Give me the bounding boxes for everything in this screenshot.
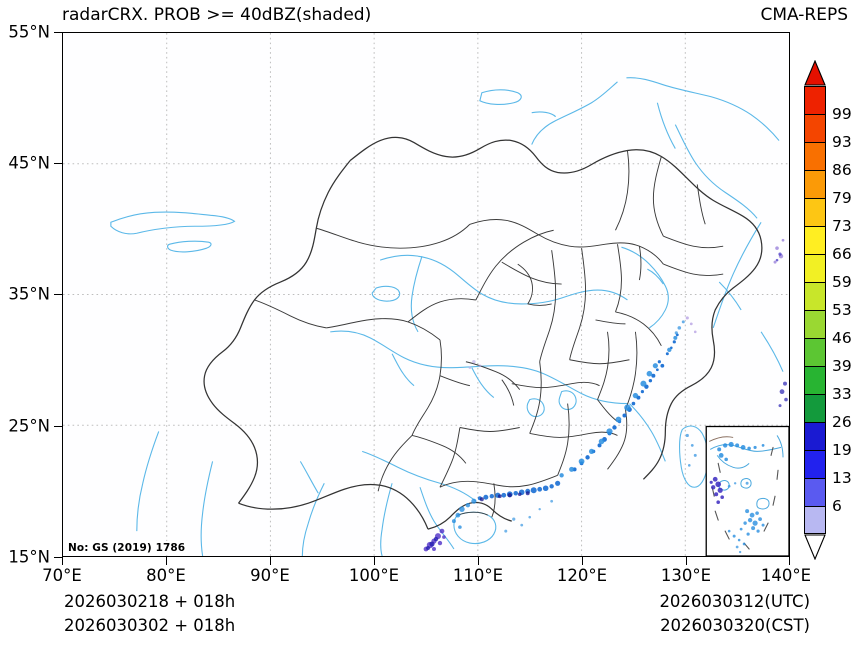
colorbar-band-14 [804, 478, 826, 506]
x-axis-label-70: 70°E [42, 566, 82, 585]
x-axis-label-130: 130°E [660, 566, 712, 585]
colorbar-label-53: 53 [832, 301, 852, 319]
colorbar-label-19: 19 [832, 441, 852, 459]
y-axis-label-35: 35°N [8, 284, 50, 304]
y-axis-label-45: 45°N [8, 153, 50, 173]
gridlines [63, 33, 789, 556]
x-tick-120 [582, 557, 584, 565]
y-tick-35 [54, 294, 62, 296]
colorbar-label-66: 66 [832, 245, 852, 263]
x-axis-label-120: 120°E [556, 566, 608, 585]
y-axis-label-15: 15°N [8, 547, 50, 567]
colorbar-band-5 [804, 226, 826, 254]
colorbar-band-1 [804, 114, 826, 142]
x-tick-90 [270, 557, 272, 565]
footer-valid-utc: 2026030312(UTC) [659, 592, 810, 611]
x-axis-label-100: 100°E [348, 566, 400, 585]
colorbar-band-0 [804, 86, 826, 114]
colorbar-label-33: 33 [832, 385, 852, 403]
colorbar-label-59: 59 [832, 273, 852, 291]
y-tick-55 [54, 32, 62, 34]
colorbar-band-4 [804, 198, 826, 226]
colorbar-label-86: 86 [832, 161, 852, 179]
x-tick-130 [686, 557, 688, 565]
x-axis-label-90: 90°E [250, 566, 290, 585]
x-tick-80 [166, 557, 168, 565]
colorbar-label-73: 73 [832, 217, 852, 235]
province-boundaries [254, 150, 724, 518]
page-title: radarCRX. PROB >= 40dBZ(shaded) [62, 5, 372, 25]
footer-init-utc: 2026030218 + 018h [64, 592, 236, 611]
colorbar-band-13 [804, 450, 826, 478]
colorbar-band-6 [804, 254, 826, 282]
national-border [203, 136, 763, 530]
colorbar-label-6: 6 [832, 497, 842, 515]
colorbar-band-10 [804, 366, 826, 394]
map-approval-number: No: GS (2019) 1786 [66, 541, 188, 555]
colorbar-label-79: 79 [832, 189, 852, 207]
colorbar-bottom-arrow [804, 534, 826, 560]
colorbar-label-13: 13 [832, 469, 852, 487]
radar-probability-shading [423, 238, 788, 552]
colorbar-top-arrow [804, 60, 826, 86]
hydrography-layer [110, 77, 784, 556]
colorbar-label-26: 26 [832, 413, 852, 431]
x-tick-140 [789, 557, 791, 565]
x-axis-label-110: 110°E [452, 566, 504, 585]
colorbar-label-46: 46 [832, 329, 852, 347]
colorbar-band-15 [804, 506, 826, 534]
y-axis-label-25: 25°N [8, 416, 50, 436]
y-axis-label-55: 55°N [8, 22, 50, 42]
colorbar-band-3 [804, 170, 826, 198]
colorbar-bands [804, 86, 826, 534]
colorbar-band-8 [804, 310, 826, 338]
colorbar-band-11 [804, 394, 826, 422]
colorbar[interactable]: 99 93 86 79 73 66 59 53 46 39 33 26 19 13 6 [800, 60, 860, 560]
y-tick-25 [54, 426, 62, 428]
colorbar-label-99: 99 [832, 105, 852, 123]
colorbar-label-39: 39 [832, 357, 852, 375]
colorbar-band-2 [804, 142, 826, 170]
x-tick-100 [374, 557, 376, 565]
colorbar-band-9 [804, 338, 826, 366]
x-tick-70 [62, 557, 64, 565]
colorbar-band-12 [804, 422, 826, 450]
footer-valid-cst: 2026030320(CST) [660, 616, 810, 635]
colorbar-label-93: 93 [832, 133, 852, 151]
x-tick-110 [478, 557, 480, 565]
x-axis-label-80: 80°E [146, 566, 186, 585]
y-tick-15 [54, 557, 62, 559]
model-label: CMA-REPS [760, 5, 848, 25]
x-axis-label-140: 140°E [760, 566, 812, 585]
map-canvas [63, 33, 789, 556]
footer-init-cst: 2026030302 + 018h [64, 616, 236, 635]
map-plot-area[interactable] [62, 32, 790, 557]
y-tick-45 [54, 163, 62, 165]
south-china-sea-inset [705, 425, 789, 556]
colorbar-band-7 [804, 282, 826, 310]
